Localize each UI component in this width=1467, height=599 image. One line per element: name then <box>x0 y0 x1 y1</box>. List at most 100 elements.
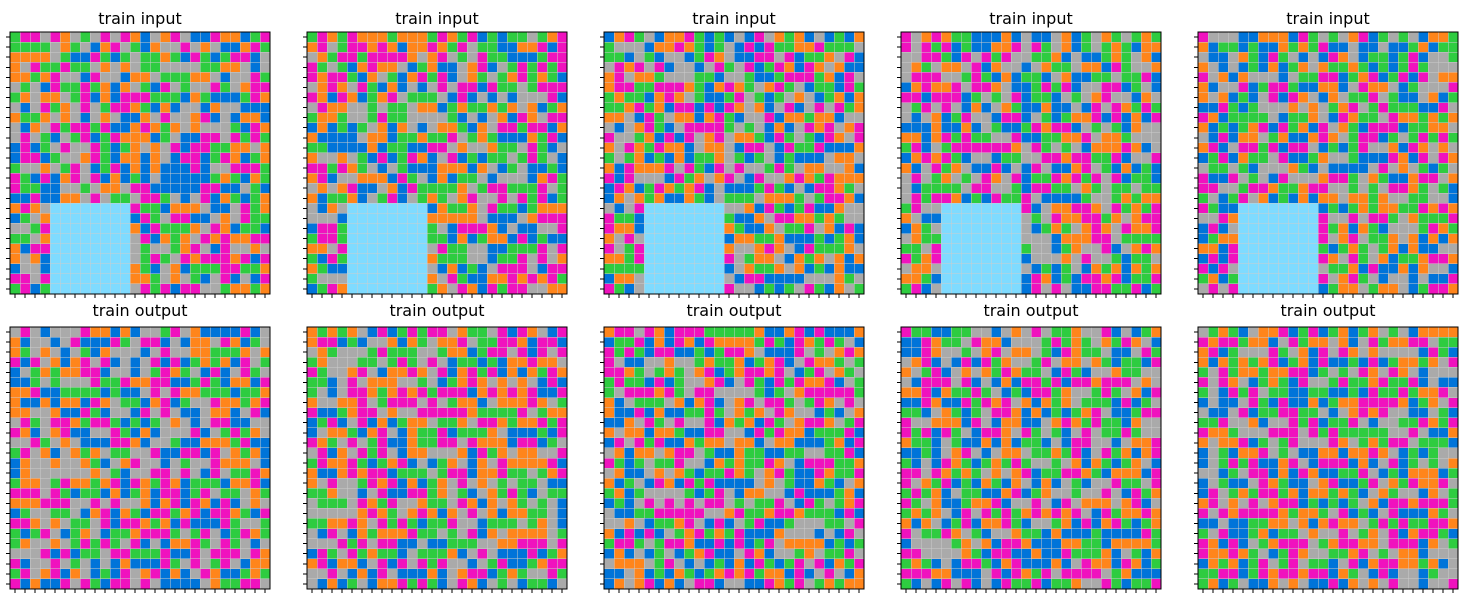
grid-cell <box>633 112 645 124</box>
grid-cell <box>209 326 221 338</box>
grid-cell <box>386 142 398 154</box>
grid-cell <box>1040 162 1052 174</box>
grid-cell <box>950 142 962 154</box>
grid-cell <box>306 243 318 254</box>
grid-cell <box>1140 263 1152 275</box>
grid-cell <box>159 182 171 194</box>
grid-cell <box>506 437 518 449</box>
grid-cell <box>643 182 655 194</box>
grid-cell <box>1207 182 1219 194</box>
grid-cell <box>456 518 468 529</box>
grid-cell <box>229 112 241 124</box>
grid-cell <box>990 51 1002 63</box>
grid-cell <box>1257 132 1269 144</box>
grid-cell <box>940 182 952 194</box>
grid-cell <box>1100 102 1112 113</box>
grid-cell <box>753 122 765 134</box>
grid-cell <box>149 407 161 418</box>
grid-cell <box>536 487 548 499</box>
grid-cell <box>1307 203 1319 214</box>
grid-cell <box>1337 223 1349 234</box>
grid-cell <box>99 417 111 429</box>
grid-cell <box>426 72 438 83</box>
grid-cell <box>673 41 685 53</box>
grid-cell <box>1417 31 1429 43</box>
grid-cell <box>496 162 508 174</box>
grid-cell <box>1397 243 1409 254</box>
grid-cell <box>386 377 398 388</box>
grid-cell <box>1020 283 1032 295</box>
grid-cell <box>169 346 181 358</box>
grid-cell <box>623 233 635 244</box>
grid-cell <box>9 132 21 144</box>
grid-cell <box>1150 92 1162 103</box>
grid-cell <box>486 487 498 499</box>
grid-cell <box>1427 31 1439 43</box>
grid-cell <box>19 346 31 358</box>
grid-cell <box>1060 82 1072 93</box>
grid-cell <box>556 203 568 214</box>
grid-cell <box>1277 162 1289 174</box>
grid-cell <box>179 223 191 234</box>
grid-cell <box>466 346 478 358</box>
grid-cell <box>336 233 348 244</box>
grid-cell <box>1337 112 1349 124</box>
grid-cell <box>59 273 71 285</box>
grid-cell <box>1010 122 1022 134</box>
grid-cell <box>653 142 665 154</box>
grid-cell <box>59 283 71 295</box>
grid-cell <box>326 31 338 43</box>
grid-cell <box>773 41 785 53</box>
grid-cell <box>1297 263 1309 275</box>
grid-cell <box>556 407 568 418</box>
grid-cell <box>990 243 1002 254</box>
grid-cell <box>1237 263 1249 275</box>
grid-cell <box>496 447 508 459</box>
grid-cell <box>1130 192 1142 204</box>
grid-cell <box>1060 223 1072 234</box>
grid-cell <box>713 82 725 93</box>
grid-cell <box>1367 51 1379 63</box>
grid-cell <box>1060 213 1072 224</box>
grid-cell <box>89 142 101 154</box>
grid-cell <box>159 548 171 560</box>
grid-cell <box>526 203 538 214</box>
grid-cell <box>396 192 408 204</box>
grid-cell <box>1060 132 1072 144</box>
grid-cell <box>39 182 51 194</box>
grid-cell <box>476 346 488 358</box>
grid-cell <box>49 243 61 254</box>
grid-cell <box>466 437 478 449</box>
grid-cell <box>326 498 338 509</box>
grid-cell <box>79 273 91 285</box>
grid-cell <box>613 122 625 134</box>
grid-cell <box>663 243 675 254</box>
grid-cell <box>306 263 318 275</box>
grid-cell <box>346 377 358 388</box>
grid-cell <box>426 407 438 418</box>
grid-cell <box>446 427 458 439</box>
grid-cell <box>486 142 498 154</box>
grid-cell <box>1297 243 1309 254</box>
grid-cell <box>336 487 348 499</box>
grid-cell <box>199 142 211 154</box>
grid-cell <box>396 122 408 134</box>
grid-cell <box>516 223 528 234</box>
grid-cell <box>199 538 211 549</box>
grid-cell <box>1150 112 1162 124</box>
grid-cell <box>950 132 962 144</box>
grid-cell <box>129 508 141 519</box>
grid-cell <box>306 283 318 295</box>
grid-cell <box>426 92 438 103</box>
grid-cell <box>139 273 151 285</box>
grid-cell <box>346 528 358 539</box>
grid-cell <box>49 192 61 204</box>
grid-cell <box>139 51 151 63</box>
grid-cell <box>930 142 942 154</box>
grid-cell <box>546 203 558 214</box>
grid-cell <box>326 182 338 194</box>
grid-cell <box>1437 102 1449 113</box>
grid-cell <box>39 243 51 254</box>
grid-cell <box>1030 61 1042 73</box>
grid-cell <box>366 477 378 489</box>
